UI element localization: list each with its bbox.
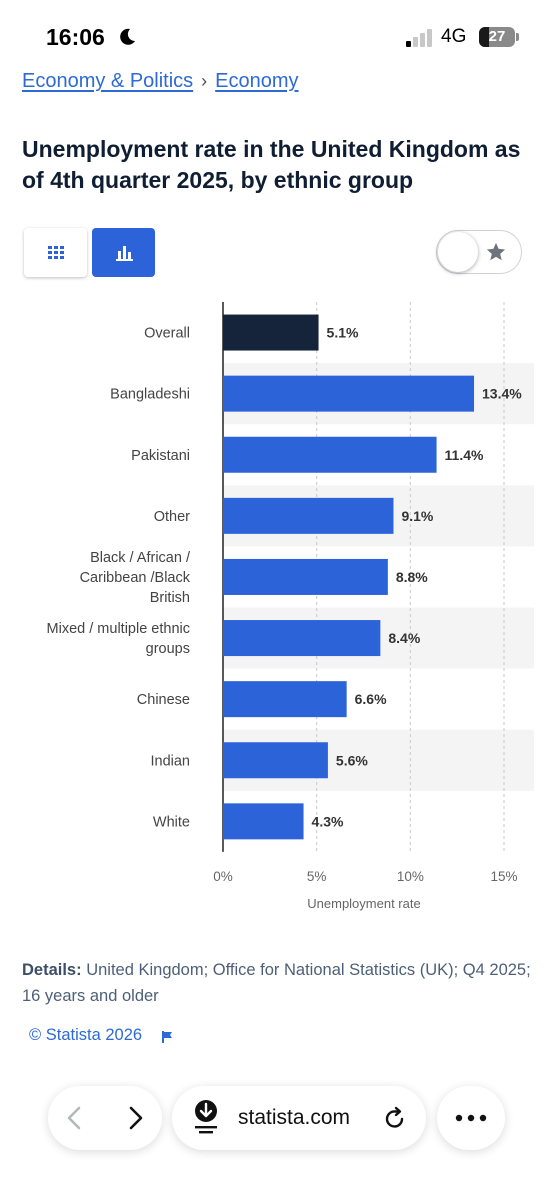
bar-chart: 5.1% Overall 13.4% Bangladeshi 11.4% Pakistan… — [47, 302, 534, 911]
bar-0 — [223, 314, 319, 351]
category-label-2: Pakistani — [131, 448, 190, 464]
table-icon — [48, 246, 64, 259]
category-label-7: Indian — [150, 753, 190, 769]
breadcrumb-separator: › — [201, 71, 208, 91]
x-tick-label: 0% — [213, 869, 233, 884]
flag-icon[interactable] — [160, 1030, 174, 1044]
toggle-knob — [438, 232, 478, 272]
status-time: 16:06 — [46, 24, 105, 50]
more-icon — [455, 1114, 487, 1122]
data-label-6: 6.6% — [355, 691, 387, 707]
reload-icon[interactable] — [383, 1106, 407, 1130]
url-text: statista.com — [238, 1106, 351, 1129]
category-label-4: British — [150, 590, 190, 606]
data-label-5: 8.4% — [388, 630, 420, 646]
category-label-5: Mixed / multiple ethnic — [47, 621, 190, 637]
x-tick-label: 5% — [307, 869, 327, 884]
data-label-1: 13.4% — [482, 386, 522, 402]
bar-5 — [223, 620, 381, 657]
data-label-0: 5.1% — [327, 325, 359, 341]
network-type: 4G — [441, 26, 467, 47]
category-label-4: Caribbean /Black — [80, 570, 191, 586]
category-label-4: Black / African / — [90, 550, 191, 566]
details-text: United Kingdom; Office for National Stat… — [22, 961, 531, 1005]
copyright-link[interactable]: © Statista 2026 — [29, 1026, 143, 1044]
breadcrumb-economy-politics[interactable]: Economy & Politics — [22, 70, 194, 92]
breadcrumb-economy[interactable]: Economy — [215, 70, 299, 92]
forward-icon[interactable] — [124, 1106, 146, 1130]
bar-8 — [223, 803, 304, 840]
data-label-7: 5.6% — [336, 752, 368, 768]
data-label-3: 9.1% — [401, 508, 433, 524]
bar-7 — [223, 742, 328, 779]
table-view-button[interactable] — [24, 228, 87, 277]
battery-cap — [516, 33, 519, 41]
bar-3 — [223, 497, 394, 534]
signal-icon — [406, 29, 432, 47]
download-icon[interactable] — [192, 1099, 220, 1135]
back-icon[interactable] — [64, 1106, 86, 1130]
details-label: Details: — [22, 961, 82, 979]
category-label-6: Chinese — [137, 692, 190, 708]
x-axis-title: Unemployment rate — [307, 896, 420, 911]
category-label-0: Overall — [144, 326, 190, 342]
data-label-2: 11.4% — [445, 447, 484, 463]
star-icon — [486, 242, 506, 261]
bar-chart-icon — [116, 246, 133, 261]
breadcrumb: Economy & Politics › Economy — [22, 70, 299, 93]
category-label-8: White — [153, 814, 190, 830]
navigation-controls — [48, 1086, 162, 1150]
data-label-4: 8.8% — [396, 569, 428, 585]
battery-level: 27 — [488, 28, 506, 45]
category-label-1: Bangladeshi — [110, 387, 190, 403]
more-menu-button[interactable] — [437, 1086, 505, 1150]
bar-2 — [223, 436, 437, 473]
x-tick-label: 15% — [490, 869, 517, 884]
page-title: Unemployment rate in the United Kingdom … — [22, 136, 521, 193]
x-tick-label: 10% — [397, 869, 424, 884]
category-label-3: Other — [154, 509, 190, 525]
details: Details: United Kingdom; Office for Nati… — [22, 957, 532, 1009]
battery-icon: 27 — [479, 27, 515, 47]
address-bar[interactable]: statista.com — [172, 1086, 426, 1150]
moon-icon — [120, 28, 135, 45]
data-label-8: 4.3% — [312, 813, 344, 829]
bar-1 — [223, 375, 475, 412]
bar-6 — [223, 681, 347, 718]
category-label-5: groups — [146, 641, 190, 657]
chart-view-button[interactable] — [92, 228, 155, 277]
bar-4 — [223, 558, 388, 595]
favorite-toggle[interactable] — [436, 230, 522, 274]
